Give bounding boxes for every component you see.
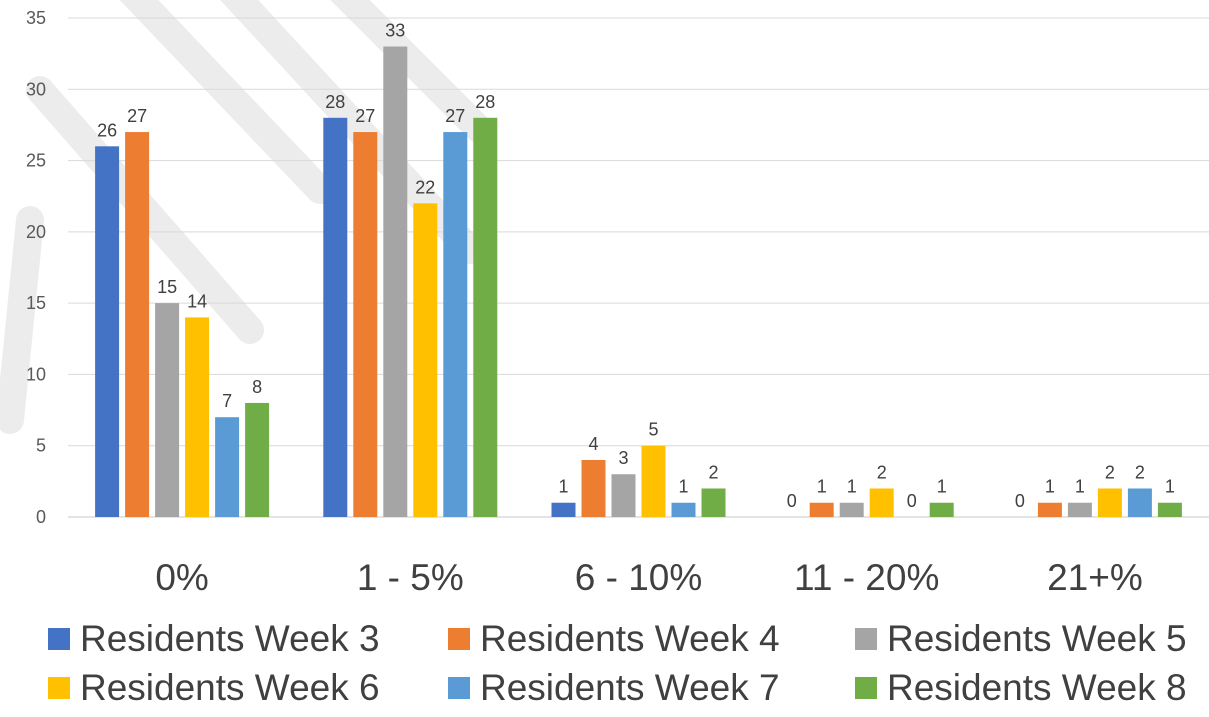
bar xyxy=(551,502,576,517)
x-tick-label: 21+% xyxy=(1047,557,1143,598)
bar xyxy=(1157,502,1182,517)
legend-swatch xyxy=(855,628,877,650)
bar xyxy=(839,502,864,517)
bar xyxy=(323,117,348,518)
watermark-stroke xyxy=(119,0,334,204)
bar xyxy=(413,203,438,518)
data-label: 1 xyxy=(1045,477,1055,497)
data-label: 26 xyxy=(97,120,117,140)
bar xyxy=(1127,488,1152,517)
bar xyxy=(125,132,150,518)
data-label: 2 xyxy=(708,462,718,482)
bar xyxy=(185,317,210,517)
bar xyxy=(443,132,468,518)
data-label: 0 xyxy=(1015,491,1025,511)
data-label: 28 xyxy=(325,92,345,112)
data-label: 2 xyxy=(1135,462,1145,482)
bar xyxy=(383,46,408,518)
bar xyxy=(215,417,240,517)
data-label: 1 xyxy=(558,477,568,497)
legend-swatch xyxy=(448,628,470,650)
y-tick-label: 25 xyxy=(26,151,46,171)
y-tick-label: 20 xyxy=(26,222,46,242)
y-tick-label: 30 xyxy=(26,79,46,99)
data-label: 0 xyxy=(907,491,917,511)
y-tick-label: 15 xyxy=(26,293,46,313)
legend-label: Residents Week 8 xyxy=(887,667,1187,708)
data-label: 2 xyxy=(877,462,887,482)
data-label: 4 xyxy=(588,434,598,454)
bar xyxy=(1097,488,1122,517)
y-tick-label: 10 xyxy=(26,364,46,384)
bar xyxy=(929,502,954,517)
legend-item: Residents Week 6 xyxy=(48,667,380,709)
bar xyxy=(245,402,270,517)
data-label: 22 xyxy=(415,177,435,197)
data-label: 1 xyxy=(1075,477,1085,497)
bar xyxy=(671,502,696,517)
data-label: 27 xyxy=(127,106,147,126)
legend-swatch xyxy=(48,628,70,650)
y-tick-label: 0 xyxy=(36,507,46,527)
data-label: 14 xyxy=(187,291,207,311)
data-label: 1 xyxy=(847,477,857,497)
legend-item: Residents Week 7 xyxy=(448,667,780,709)
legend-label: Residents Week 3 xyxy=(80,618,380,659)
x-axis-ticks: 0% 1 - 5% 6 - 10% 11 - 20% 21+% xyxy=(155,557,1142,598)
legend-label: Residents Week 6 xyxy=(80,667,380,708)
x-tick-label: 1 - 5% xyxy=(357,557,464,598)
legend-label: Residents Week 7 xyxy=(480,667,780,708)
data-label: 7 xyxy=(222,391,232,411)
bar xyxy=(1067,502,1092,517)
bar xyxy=(1037,502,1062,517)
bar xyxy=(611,474,636,517)
data-label: 0 xyxy=(787,491,797,511)
data-label: 8 xyxy=(252,377,262,397)
bar xyxy=(641,445,666,517)
watermark xyxy=(0,0,494,434)
x-tick-label: 11 - 20% xyxy=(794,557,939,598)
legend-label: Residents Week 5 xyxy=(887,618,1187,659)
data-label: 5 xyxy=(648,420,658,440)
legend-swatch xyxy=(48,677,70,699)
legend-swatch xyxy=(448,677,470,699)
bar xyxy=(473,117,498,518)
legend-item: Residents Week 8 xyxy=(855,667,1187,709)
y-axis-ticks: 0 5 10 15 20 25 30 35 xyxy=(26,8,46,527)
legend-swatch xyxy=(855,677,877,699)
bar xyxy=(353,132,378,518)
legend-item: Residents Week 5 xyxy=(855,618,1187,660)
legend-item: Residents Week 3 xyxy=(48,618,380,660)
data-label: 28 xyxy=(475,92,495,112)
bar xyxy=(155,303,180,517)
data-label: 2 xyxy=(1105,462,1115,482)
data-label: 1 xyxy=(937,477,947,497)
x-tick-label: 0% xyxy=(155,557,208,598)
y-tick-label: 35 xyxy=(26,8,46,28)
data-label: 27 xyxy=(355,106,375,126)
y-tick-label: 5 xyxy=(36,436,46,456)
bar xyxy=(809,502,834,517)
bar xyxy=(869,488,894,517)
data-label: 27 xyxy=(445,106,465,126)
watermark-stroke xyxy=(0,206,44,434)
legend-item: Residents Week 4 xyxy=(448,618,780,660)
data-label: 33 xyxy=(385,21,405,41)
data-label: 1 xyxy=(678,477,688,497)
legend-label: Residents Week 4 xyxy=(480,618,780,659)
data-label: 15 xyxy=(157,277,177,297)
data-label: 1 xyxy=(817,477,827,497)
data-label: 1 xyxy=(1165,477,1175,497)
x-tick-label: 6 - 10% xyxy=(575,557,703,598)
bar xyxy=(701,488,726,517)
bar xyxy=(95,146,120,518)
bar xyxy=(581,459,606,517)
data-label: 3 xyxy=(618,448,628,468)
bars xyxy=(95,46,1182,518)
